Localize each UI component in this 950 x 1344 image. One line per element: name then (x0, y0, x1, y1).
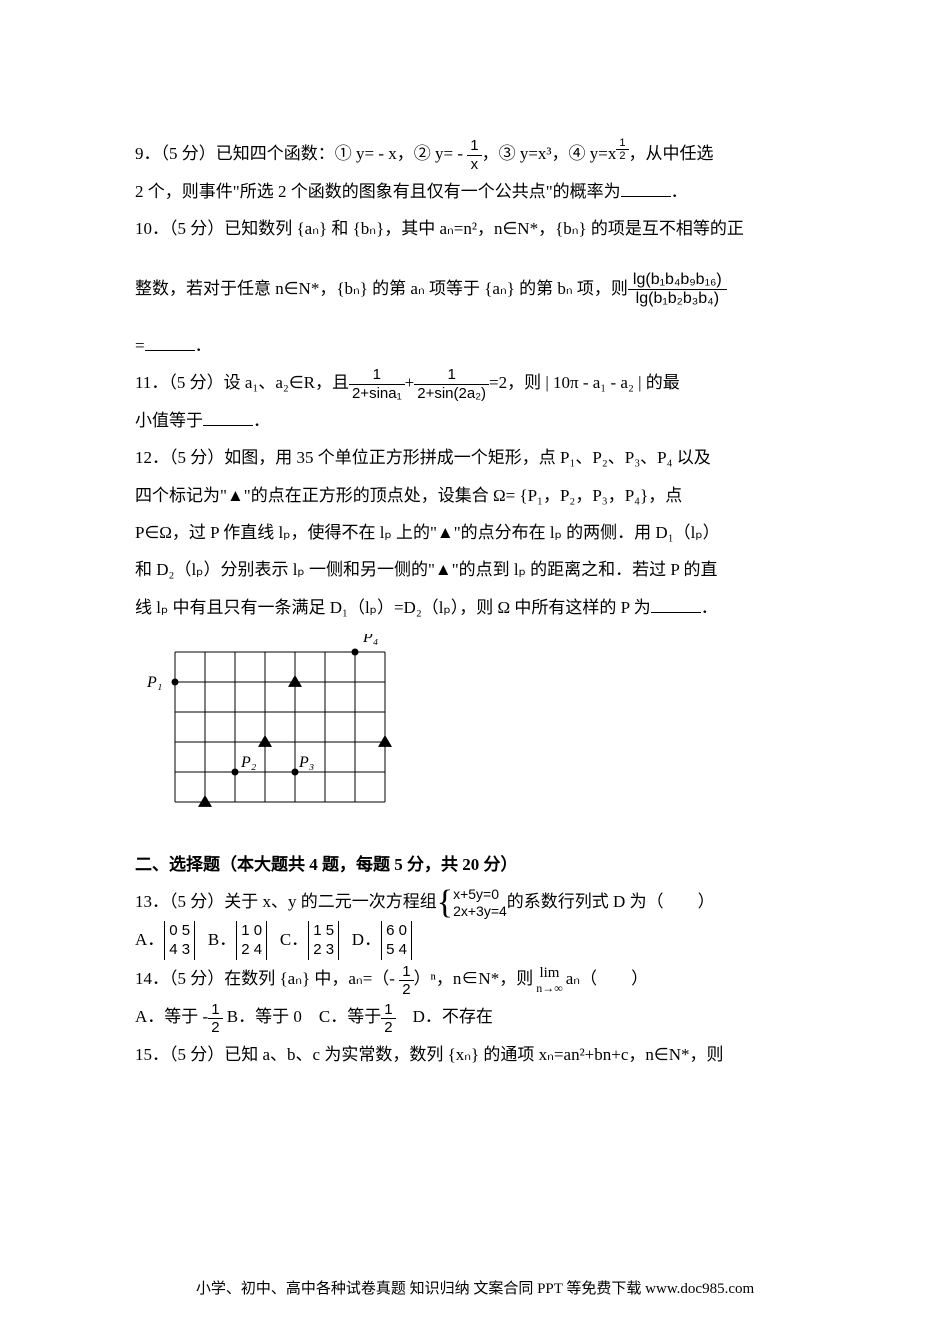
q10-blank (145, 336, 195, 351)
q10-eq: = (135, 336, 145, 355)
question-14: 14．（5 分）在数列 {aₙ} 中，aₙ=（- 12）ⁿ，n∈N*，则limn… (135, 960, 820, 998)
svg-text:P₄: P₄ (362, 634, 378, 646)
q12-l4: 和 D₂（lₚ）分别表示 lₚ 一侧和另一侧的"▲"的点到 lₚ 的距离之和．若… (135, 551, 820, 588)
question-11: 11．（5 分）设 a₁、a₂∈R，且12+sina₁+12+sin(2a₂)=… (135, 364, 820, 439)
q14-optA-pre: A．等于 - (135, 1007, 208, 1026)
q10-line1: 10．（5 分）已知数列 {aₙ} 和 {bₙ}，其中 aₙ=n²，n∈N*，{… (135, 219, 744, 238)
q14-options: A．等于 -12 B．等于 0 C．等于12 D．不存在 (135, 998, 820, 1036)
question-10c: =． (135, 327, 820, 364)
q11-f2: 12+sin(2a₂) (414, 366, 489, 402)
q12-l5-wrap: 线 lₚ 中有且只有一条满足 D₁（lₚ）=D₂（lₚ），则 Ω 中所有这样的 … (135, 589, 820, 626)
q9-tail: ． (671, 182, 688, 201)
q14-optD: D．不存在 (396, 1007, 493, 1026)
question-15: 15．（5 分）已知 a、b、c 为实常数，数列 {xₙ} 的通项 xₙ=an²… (135, 1036, 820, 1073)
brace-icon: { (437, 886, 453, 920)
q13-optC: 1 52 3 (308, 921, 339, 961)
q9-mid2: ，从中任选 (629, 144, 714, 163)
q14-pre: 14．（5 分）在数列 {aₙ} 中，aₙ=（- (135, 969, 399, 988)
q11-pre: 11．（5 分）设 a₁、a₂∈R，且 (135, 373, 349, 392)
grid-svg: P₁ P₂ P₃ P₄ (135, 634, 435, 814)
q14-mid: ）ⁿ，n∈N*，则 (414, 969, 534, 988)
q12-figure: P₁ P₂ P₃ P₄ (135, 634, 820, 827)
section-2-title: 二、选择题（本大题共 4 题，每题 5 分，共 20 分） (135, 846, 820, 883)
q9-frac1: 1x (467, 137, 481, 173)
q12-tail: ． (701, 598, 718, 617)
q14-optB: B．等于 0 C．等于 (223, 1007, 382, 1026)
q13-optA: 0 54 3 (164, 921, 195, 961)
q13-optB: 1 02 4 (236, 921, 267, 961)
q12-l5: 线 lₚ 中有且只有一条满足 D₁（lₚ）=D₂（lₚ），则 Ω 中所有这样的 … (135, 598, 651, 617)
q13-post: 的系数行列式 D 为（ ） (507, 892, 715, 911)
q10-tail: ． (195, 336, 212, 355)
q13-sys: x+5y=02x+3y=4 (453, 886, 507, 921)
q12-l3: P∈Ω，过 P 作直线 lₚ，使得不在 lₚ 上的"▲"的点分布在 lₚ 的两侧… (135, 514, 820, 551)
svg-text:P₃: P₃ (298, 754, 314, 771)
q12-blank (651, 598, 701, 613)
q11-eq: =2，则 | 10π - a₁ - a₂ | 的最 (489, 373, 680, 392)
question-12: 12．（5 分）如图，用 35 个单位正方形拼成一个矩形，点 P₁、P₂、P₃、… (135, 439, 820, 626)
q11-line2: 小值等于 (135, 411, 203, 430)
question-10b: 整数，若对于任意 n∈N*，{bₙ} 的第 aₙ 项等于 {aₙ} 的第 bₙ … (135, 270, 820, 309)
q10-frac: lg(b₁b₄b₉b₁₆)lg(b₁b₂b₃b₄) (628, 271, 727, 309)
q15-text: 15．（5 分）已知 a、b、c 为实常数，数列 {xₙ} 的通项 xₙ=an²… (135, 1045, 724, 1064)
q14-optC-frac: 12 (381, 1001, 395, 1037)
question-13: 13．（5 分）关于 x、y 的二元一次方程组{x+5y=02x+3y=4的系数… (135, 883, 820, 921)
q13-pre: 13．（5 分）关于 x、y 的二元一次方程组 (135, 892, 437, 911)
q9-line2: 2 个，则事件"所选 2 个函数的图象有且仅有一个公共点"的概率为 (135, 182, 621, 201)
q11-plus: + (405, 373, 415, 392)
q11-f1: 12+sina₁ (349, 366, 405, 402)
page-footer: 小学、初中、高中各种试卷真题 知识归纳 文案合同 PPT 等免费下载 www.d… (0, 1273, 950, 1306)
q14-post: aₙ（ ） (566, 969, 648, 988)
q10-line2: 整数，若对于任意 n∈N*，{bₙ} 的第 aₙ 项等于 {aₙ} 的第 bₙ … (135, 279, 628, 298)
question-10: 10．（5 分）已知数列 {aₙ} 和 {bₙ}，其中 aₙ=n²，n∈N*，{… (135, 210, 820, 247)
q14-optA-frac: 12 (208, 1001, 222, 1037)
q13-options: A．0 54 3 B．1 02 4 C．1 52 3 D．6 05 4 (135, 921, 820, 961)
q13-optD: 6 05 4 (381, 921, 412, 961)
q14-lim: limn→∞ (533, 965, 566, 996)
q11-tail: ． (253, 411, 270, 430)
q11-blank (203, 411, 253, 426)
q9-exp: 12 (616, 137, 628, 163)
question-9: 9．（5 分）已知四个函数：① y= - x，② y= - 1x，③ y=x³，… (135, 135, 820, 210)
q12-l1: 12．（5 分）如图，用 35 个单位正方形拼成一个矩形，点 P₁、P₂、P₃、… (135, 439, 820, 476)
q9-text: 9．（5 分）已知四个函数：① y= - x，② y= - (135, 144, 467, 163)
svg-text:P₂: P₂ (240, 754, 257, 771)
q9-blank (621, 182, 671, 197)
q14-frac: 12 (399, 963, 413, 999)
q12-l2: 四个标记为"▲"的点在正方形的顶点处，设集合 Ω= {P₁，P₂，P₃，P₄}，… (135, 477, 820, 514)
svg-text:P₁: P₁ (146, 674, 162, 691)
q9-mid1: ，③ y=x³，④ y=x (482, 144, 617, 163)
